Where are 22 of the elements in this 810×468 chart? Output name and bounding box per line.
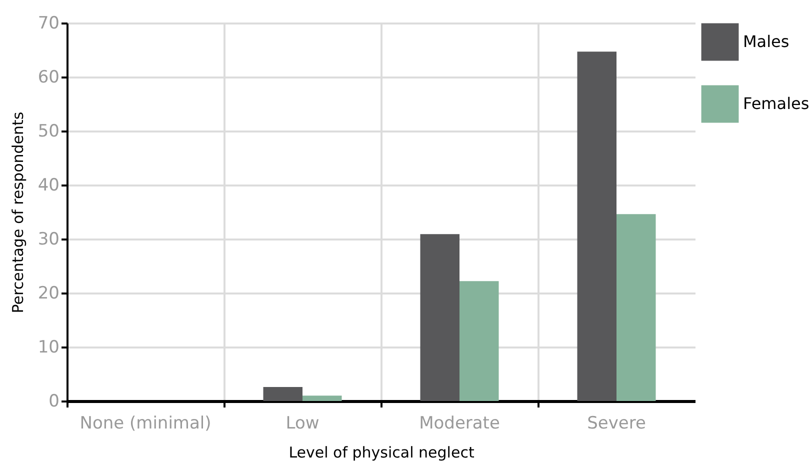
y-tick-label: 60	[38, 68, 60, 88]
y-tick-label: 30	[38, 230, 60, 250]
x-axis-title: Level of physical neglect	[288, 444, 474, 462]
y-tick-label: 0	[48, 392, 60, 412]
x-tick-label: Moderate	[419, 414, 500, 434]
bar	[302, 396, 342, 401]
bar	[420, 234, 460, 401]
bar	[263, 386, 302, 401]
bar	[460, 281, 499, 401]
y-tick-label: 40	[38, 176, 60, 196]
x-tick-label: None (minimal)	[80, 414, 212, 434]
bar	[616, 214, 656, 401]
x-tick-label: Low	[286, 414, 320, 434]
legend-label: Males	[743, 32, 790, 51]
y-tick-label: 20	[38, 284, 60, 304]
y-tick-label: 50	[38, 122, 60, 142]
y-tick-label: 70	[38, 14, 60, 34]
legend-label: Females	[743, 94, 810, 113]
y-tick-label: 10	[38, 338, 60, 358]
y-axis-title: Percentage of respondents	[8, 112, 27, 314]
bar	[577, 52, 616, 401]
x-tick-label: Severe	[587, 414, 646, 434]
